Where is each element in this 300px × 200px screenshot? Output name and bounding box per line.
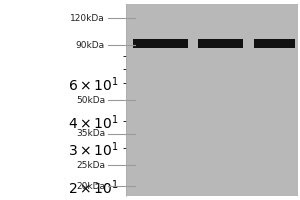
Text: 120kDa: 120kDa xyxy=(70,14,105,23)
Text: 50kDa: 50kDa xyxy=(76,96,105,105)
Text: 35kDa: 35kDa xyxy=(76,129,105,138)
Text: 25kDa: 25kDa xyxy=(76,161,105,170)
Text: 90kDa: 90kDa xyxy=(76,41,105,50)
Text: 20kDa: 20kDa xyxy=(76,182,105,191)
